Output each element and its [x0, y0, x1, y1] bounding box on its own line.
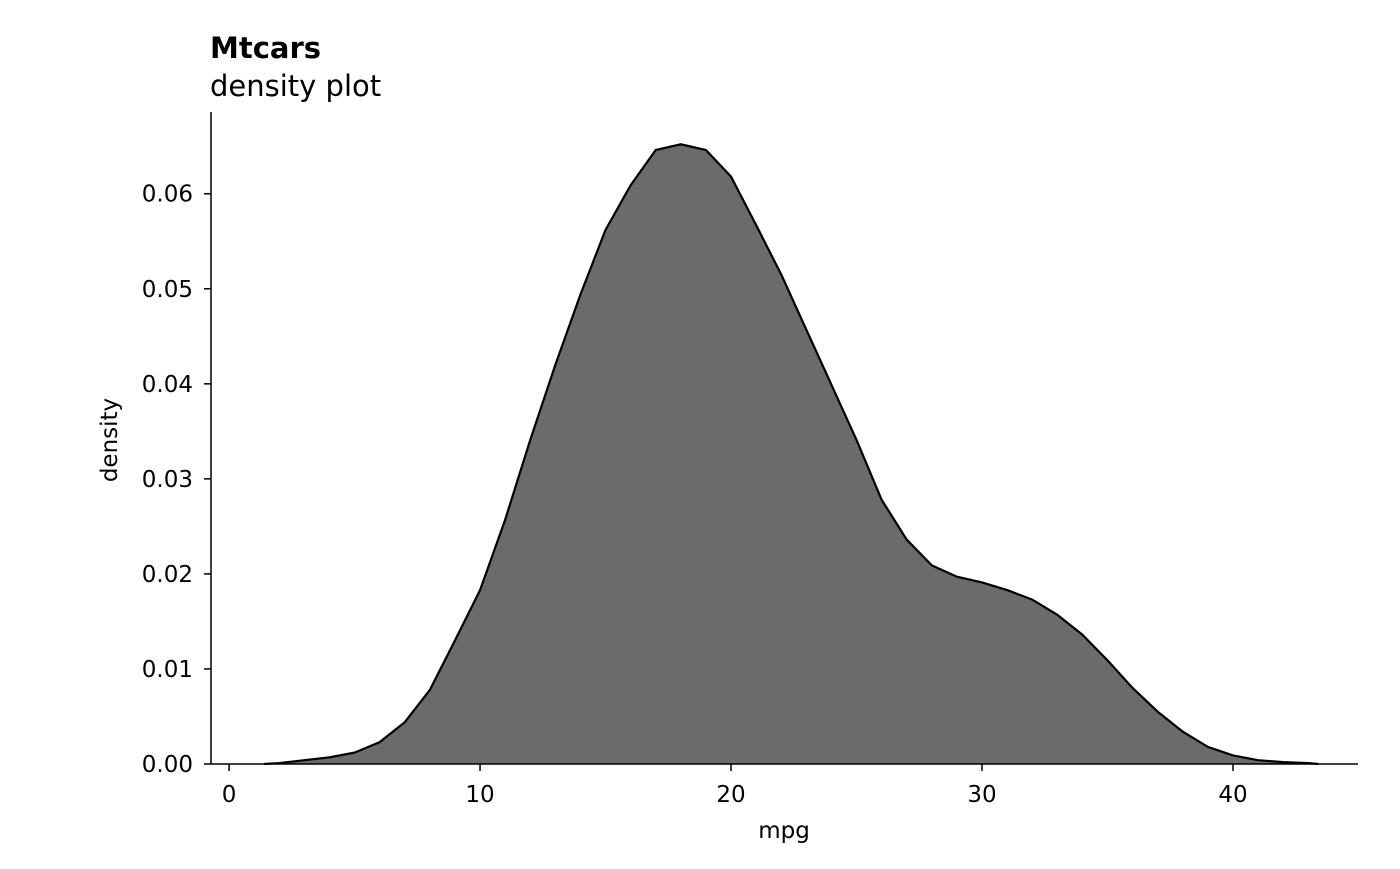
y-tick-label: 0.01 [142, 657, 193, 683]
y-tick-label: 0.00 [142, 752, 193, 778]
chart-title: Mtcars [210, 31, 321, 65]
y-tick-label: 0.02 [142, 562, 193, 588]
density-area [264, 144, 1319, 764]
density-line [264, 143, 1319, 766]
x-tick-label: 40 [1218, 782, 1247, 808]
x-tick-label: 10 [465, 782, 494, 808]
y-tick-label: 0.03 [142, 467, 193, 493]
y-tick-label: 0.05 [142, 277, 193, 303]
x-tick-label: 0 [222, 782, 237, 808]
y-tick-label: 0.06 [142, 182, 193, 208]
x-axis-label: mpg [758, 818, 810, 844]
x-tick-label: 20 [716, 782, 745, 808]
chart-subtitle: density plot [210, 69, 381, 103]
x-tick-label: 30 [967, 782, 996, 808]
y-tick-label: 0.04 [142, 372, 193, 398]
y-axis-label: density [97, 398, 123, 482]
